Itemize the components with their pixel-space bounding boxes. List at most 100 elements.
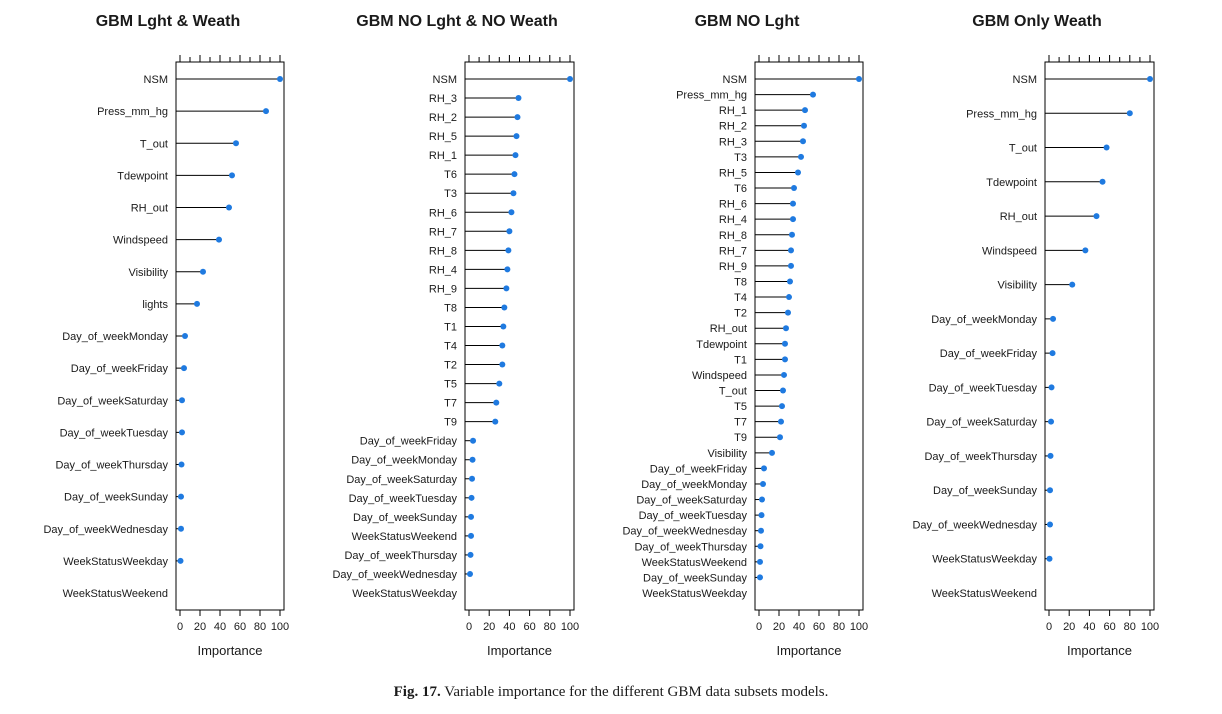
variable-label: Tdewpoint [696, 339, 747, 351]
x-tick-label: 20 [194, 621, 206, 633]
x-axis-label: Importance [487, 643, 552, 658]
variable-label: Day_of_weekTuesday [639, 510, 748, 522]
figure-caption: Fig. 17. Variable importance for the dif… [0, 684, 1222, 701]
x-tick-label: 80 [1124, 621, 1136, 633]
variable-label: T_out [140, 138, 168, 150]
importance-point [1126, 110, 1133, 117]
importance-point [780, 387, 786, 394]
variable-label: RH_8 [719, 230, 747, 242]
importance-point [513, 133, 520, 140]
importance-point [769, 449, 775, 456]
importance-point [470, 437, 477, 444]
variable-label: Visibility [997, 280, 1037, 292]
importance-point [492, 418, 499, 425]
importance-point [856, 76, 862, 82]
importance-point [178, 525, 184, 532]
importance-point [567, 76, 573, 82]
variable-label: Day_of_weekSaturday [636, 495, 747, 507]
variable-label: T3 [734, 152, 747, 164]
importance-point [789, 231, 795, 238]
importance-point [229, 172, 235, 179]
variable-label: Press_mm_hg [97, 106, 168, 118]
importance-point [468, 494, 475, 501]
importance-point [499, 361, 506, 368]
importance-point [182, 333, 188, 339]
importance-point [782, 340, 788, 347]
x-tick-label: 20 [1063, 621, 1075, 633]
importance-point [777, 434, 783, 441]
importance-point [1082, 247, 1089, 254]
importance-point [757, 574, 763, 581]
chart-panel-1: GBM Lght & Weath 0 20 40 60 80 100 Importance NS… [43, 13, 289, 658]
importance-point [1048, 384, 1055, 391]
caption-label: Fig. 17. [393, 684, 441, 700]
variable-label: T3 [444, 188, 457, 200]
variable-label: Day_of_weekSunday [643, 572, 747, 584]
variable-label: RH_2 [429, 112, 457, 124]
variable-label: Visibility [707, 448, 747, 460]
variable-label: RH_9 [719, 261, 747, 273]
chart-title: GBM NO Lght [695, 13, 801, 30]
importance-point [783, 325, 789, 332]
importance-point [757, 558, 763, 565]
variable-label: T8 [734, 276, 747, 288]
importance-point [469, 456, 476, 463]
variable-label: RH_5 [429, 131, 457, 143]
variable-label: T1 [734, 354, 747, 366]
importance-point [514, 114, 521, 121]
variable-label: T7 [734, 417, 747, 429]
variable-label: RH_out [131, 203, 168, 215]
importance-point [760, 480, 766, 487]
variable-label: Tdewpoint [117, 170, 168, 182]
importance-point [758, 512, 765, 519]
importance-point [194, 300, 200, 307]
x-tick-label: 100 [271, 621, 289, 633]
importance-point [504, 266, 511, 273]
variable-label: Press_mm_hg [676, 90, 747, 102]
variable-label: Day_of_weekWednesday [622, 526, 747, 538]
importance-point [1049, 350, 1056, 357]
variable-label: T9 [444, 417, 457, 429]
importance-point [795, 169, 801, 176]
variable-label: lights [142, 299, 168, 311]
importance-point [779, 403, 785, 410]
importance-point [512, 152, 519, 159]
x-tick-label: 20 [483, 621, 495, 633]
importance-point [508, 209, 515, 216]
variable-label: WeekStatusWeekday [63, 556, 168, 568]
importance-point [1048, 418, 1055, 425]
x-tick-label: 100 [850, 621, 868, 633]
variable-label: RH_3 [719, 136, 747, 148]
x-tick-label: 80 [544, 621, 556, 633]
importance-point [802, 107, 808, 114]
variable-label: RH_out [710, 323, 747, 335]
importance-point [467, 570, 474, 577]
variable-label: T2 [444, 360, 457, 372]
importance-point [781, 371, 787, 378]
variable-label: T4 [444, 341, 457, 353]
variable-label: Day_of_weekWednesday [43, 524, 168, 536]
importance-point [791, 185, 797, 192]
x-tick-label: 0 [177, 621, 183, 633]
importance-point [469, 475, 476, 482]
variable-label: WeekStatusWeekday [932, 554, 1037, 566]
x-tick-label: 0 [756, 621, 762, 633]
x-tick-label: 100 [1141, 621, 1159, 633]
x-tick-label: 40 [214, 621, 226, 633]
variable-label: NSM [144, 74, 168, 86]
variable-label: Windspeed [982, 245, 1037, 257]
variable-label: Day_of_weekWednesday [332, 569, 457, 581]
importance-point [1069, 281, 1076, 288]
variable-label: RH_7 [719, 245, 747, 257]
variable-label: RH_4 [429, 264, 457, 276]
variable-label: Day_of_weekFriday [71, 363, 169, 375]
x-tick-label: 0 [1046, 621, 1052, 633]
chart-title: GBM Lght & Weath [96, 13, 241, 30]
importance-point [468, 532, 475, 539]
variable-label: Day_of_weekTuesday [60, 427, 169, 439]
importance-point [801, 122, 807, 129]
x-tick-label: 80 [833, 621, 845, 633]
variable-label: Day_of_weekThursday [55, 460, 168, 472]
importance-point [1047, 521, 1054, 528]
variable-label: Day_of_weekSaturday [926, 417, 1037, 429]
